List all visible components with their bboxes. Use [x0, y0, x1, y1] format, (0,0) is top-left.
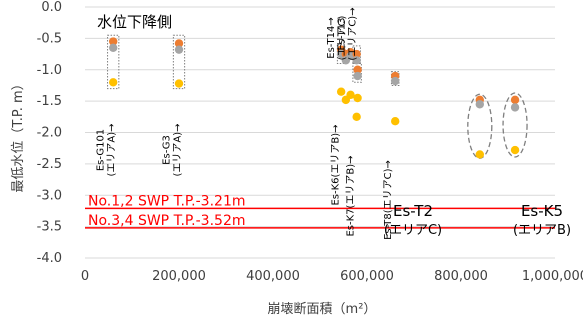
well-label-group: Es-K7(エリアB)→ — [346, 155, 357, 236]
side-label-line: Es-K5 — [521, 202, 563, 220]
well-label-line: Es-G3 — [162, 135, 173, 165]
data-point-orange — [353, 65, 362, 74]
data-point-yellow — [391, 117, 400, 126]
well-label-line: Es-G101 — [96, 129, 107, 171]
y-tick-label: -4.0 — [37, 251, 62, 266]
well-label-line: (エリアC)→ — [347, 7, 358, 60]
well-label-line: Es-K6(エリアB)→ — [331, 124, 342, 205]
well-label-line: Es-K7(エリアB)→ — [346, 155, 357, 236]
data-point-yellow — [353, 93, 362, 103]
x-axis-title: 崩壊断面積（m²） — [268, 302, 377, 317]
y-tick-label: -0.5 — [37, 31, 62, 46]
data-point-gray — [352, 56, 361, 65]
data-point-orange — [352, 49, 361, 59]
side-label-line: Es-T2 — [393, 202, 433, 220]
data-point-yellow — [109, 78, 118, 87]
well-label-group: Es-G3 (エリアA)→ — [162, 123, 184, 176]
reference-lines: No.1,2 SWP T.P.-3.21m No.3,4 SWP T.P.-3.5… — [85, 193, 555, 229]
box-es-t8 — [390, 71, 400, 86]
y-tick-label: -3.5 — [37, 220, 62, 235]
box-es-g101 — [107, 34, 120, 90]
well-label-line: Es-T8(エリアC)→ — [383, 160, 394, 240]
x-tick-label: 200,000 — [152, 269, 206, 284]
y-tick-label: -1.0 — [37, 63, 62, 78]
data-point-yellow — [352, 112, 361, 122]
annotation-water-level-lowering: 水位下降側 — [97, 13, 172, 31]
grid-layer — [85, 6, 555, 259]
swp-label: No.1,2 SWP T.P.-3.21m — [88, 193, 246, 209]
well-label-group: Es-G101 (エリアA)→ — [96, 123, 118, 176]
well-label-group: Es-K6(エリアB)→ — [331, 124, 342, 205]
well-label-line: Es-T14→ — [326, 17, 337, 58]
y-tick-label: -3.0 — [37, 188, 62, 203]
well-labels: Es-G101 (エリアA)→ Es-G3 (エリアA)→ Es-K6(エリアB)→ Es… — [96, 7, 571, 240]
data-point-orange — [510, 95, 520, 105]
y-tick-label: 0.0 — [41, 0, 62, 15]
x-tick-label: 600,000 — [340, 269, 394, 284]
side-label-line: (エリアB) — [513, 223, 571, 238]
well-label-line: Es-T13 — [336, 17, 347, 50]
y-tick-labels: 0.0 -0.5 -1.0 -1.5 -2.0 -2.5 -3.0 -3.5 -4.0 — [37, 0, 62, 266]
well-label-group: Es-T8(エリアC)→ — [383, 160, 394, 240]
well-label-line: (エリアC) — [337, 16, 348, 61]
data-point-gray — [475, 100, 484, 109]
data-point-orange — [109, 37, 118, 46]
y-tick-label: -1.5 — [37, 94, 62, 109]
data-point-gray — [174, 45, 184, 54]
data-points — [109, 37, 520, 159]
data-point-yellow — [336, 87, 346, 96]
x-tick-label: 400,000 — [246, 269, 300, 284]
well-label-line: (エリアA)→ — [107, 123, 118, 176]
data-point-yellow — [174, 79, 184, 88]
data-point-yellow — [510, 145, 520, 155]
data-point-gray — [510, 103, 520, 112]
data-point-gray — [353, 71, 362, 81]
x-tick-label: 800,000 — [434, 269, 488, 284]
data-point-orange — [174, 39, 184, 48]
x-tick-label: 1,000,000 — [522, 269, 583, 284]
box-es-g3 — [172, 34, 186, 90]
ellipse-es-k5 — [502, 92, 528, 158]
side-label-line: (エリアC) — [384, 223, 442, 238]
data-point-yellow — [475, 150, 484, 159]
well-label-line: (エリアA)→ — [173, 123, 184, 176]
well-label-group: Es-T13 (エリアC)→ — [336, 7, 358, 60]
x-tick-label: 0 — [81, 269, 89, 284]
data-point-yellow — [346, 90, 355, 100]
data-point-gray — [391, 76, 400, 86]
y-axis-title: 最低水位（T.P. m） — [11, 77, 26, 192]
y-tick-label: -2.5 — [37, 157, 62, 172]
well-label-group: Es-T14→ (エリアC) — [326, 16, 348, 61]
data-point-gray — [109, 43, 118, 52]
y-tick-label: -2.0 — [37, 126, 62, 141]
swp-label: No.3,4 SWP T.P.-3.52m — [88, 213, 246, 229]
x-tick-labels: 0 200,000 400,000 600,000 800,000 1,000,000 — [81, 269, 583, 284]
